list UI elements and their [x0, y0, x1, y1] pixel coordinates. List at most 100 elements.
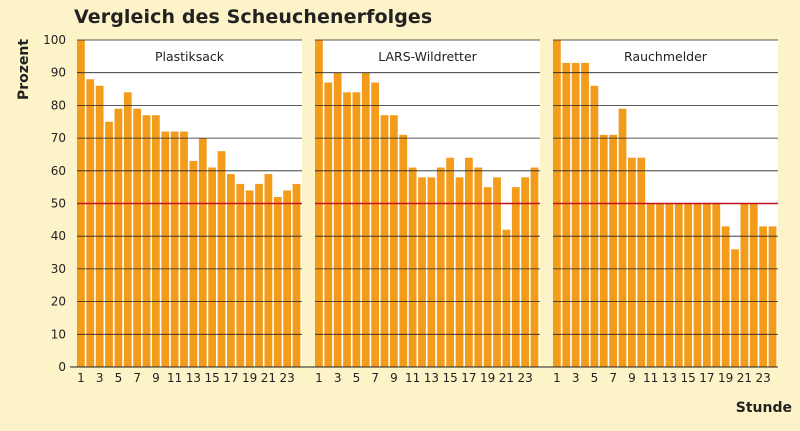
x-tick-label: 11: [405, 371, 420, 385]
x-axis-label: Stunde: [735, 400, 792, 416]
x-tick-label: 9: [390, 371, 398, 385]
x-tick-label: 17: [223, 371, 238, 385]
bar: [170, 131, 179, 367]
bar: [759, 226, 768, 367]
bar: [712, 203, 721, 367]
bar: [465, 157, 473, 367]
bar: [609, 134, 618, 367]
bar: [245, 190, 254, 367]
y-tick-label: 10: [51, 327, 66, 341]
x-tick-label: 3: [334, 371, 342, 385]
x-tick-label: 7: [371, 371, 379, 385]
bar: [142, 115, 151, 368]
bar: [189, 160, 198, 367]
y-tick-label: 90: [51, 66, 66, 80]
bar: [380, 115, 389, 368]
bar: [530, 167, 539, 367]
x-tick-label: 21: [261, 371, 276, 385]
bar: [408, 167, 417, 367]
bar: [333, 72, 342, 367]
bar: [768, 226, 777, 367]
x-tick-label: 21: [499, 371, 514, 385]
bar: [390, 115, 398, 368]
bar: [427, 177, 436, 367]
bar: [283, 190, 292, 367]
bar: [684, 203, 693, 367]
x-tick-label: 15: [204, 371, 219, 385]
bar: [446, 157, 455, 367]
bar: [571, 62, 580, 367]
bar: [674, 203, 683, 367]
bar: [208, 167, 217, 367]
x-tick-label: 9: [152, 371, 160, 385]
y-tick-label: 20: [51, 295, 66, 309]
x-tick-label: 5: [353, 371, 361, 385]
bar: [740, 203, 749, 367]
bar: [590, 85, 599, 367]
bar: [361, 72, 370, 367]
bar: [731, 249, 739, 367]
bar: [656, 203, 664, 367]
y-tick-label: 100: [43, 33, 66, 47]
x-tick-label: 19: [242, 371, 257, 385]
x-tick-label: 17: [461, 371, 476, 385]
bar: [292, 183, 301, 367]
x-tick-label: 15: [680, 371, 695, 385]
bar: [152, 115, 160, 368]
x-tick-label: 11: [643, 371, 658, 385]
y-tick-label: 0: [58, 360, 66, 374]
x-tick-label: 17: [699, 371, 714, 385]
bar: [521, 177, 530, 367]
bar: [324, 82, 333, 367]
bar: [180, 131, 188, 367]
bar: [161, 131, 170, 367]
x-tick-label: 23: [279, 371, 294, 385]
bar: [436, 167, 445, 367]
x-tick-label: 13: [662, 371, 677, 385]
bar: [693, 203, 702, 367]
bar: [217, 151, 226, 367]
bar: [371, 82, 380, 367]
x-tick-label: 9: [628, 371, 636, 385]
bar: [273, 196, 282, 367]
bar: [721, 226, 730, 367]
bar: [646, 203, 655, 367]
chart-title: Vergleich des Scheuchenerfolges: [74, 6, 433, 28]
bar: [95, 85, 104, 367]
bar: [255, 183, 263, 367]
x-tick-label: 21: [737, 371, 752, 385]
bar: [599, 134, 608, 367]
bar: [628, 157, 636, 367]
series-label: LARS-Wildretter: [378, 49, 477, 64]
x-tick-label: 13: [186, 371, 201, 385]
bar: [749, 203, 758, 367]
y-tick-label: 80: [51, 98, 66, 112]
x-tick-label: 11: [167, 371, 182, 385]
bar: [399, 134, 408, 367]
x-tick-label: 1: [315, 371, 323, 385]
x-tick-label: 7: [133, 371, 141, 385]
x-tick-label: 5: [115, 371, 123, 385]
bar: [198, 138, 207, 367]
bar: [703, 203, 711, 367]
bar: [511, 187, 520, 367]
x-tick-label: 15: [442, 371, 457, 385]
bar: [418, 177, 426, 367]
bar: [502, 229, 511, 367]
bar: [123, 92, 132, 367]
bar: [227, 174, 235, 367]
series-label: Plastiksack: [155, 49, 225, 64]
series-label: Rauchmelder: [624, 49, 708, 64]
bar: [474, 167, 483, 367]
x-tick-label: 1: [77, 371, 85, 385]
bar: [637, 157, 646, 367]
x-tick-label: 23: [517, 371, 532, 385]
x-tick-label: 19: [718, 371, 733, 385]
x-tick-label: 7: [609, 371, 617, 385]
bar: [236, 183, 245, 367]
x-tick-label: 5: [591, 371, 599, 385]
